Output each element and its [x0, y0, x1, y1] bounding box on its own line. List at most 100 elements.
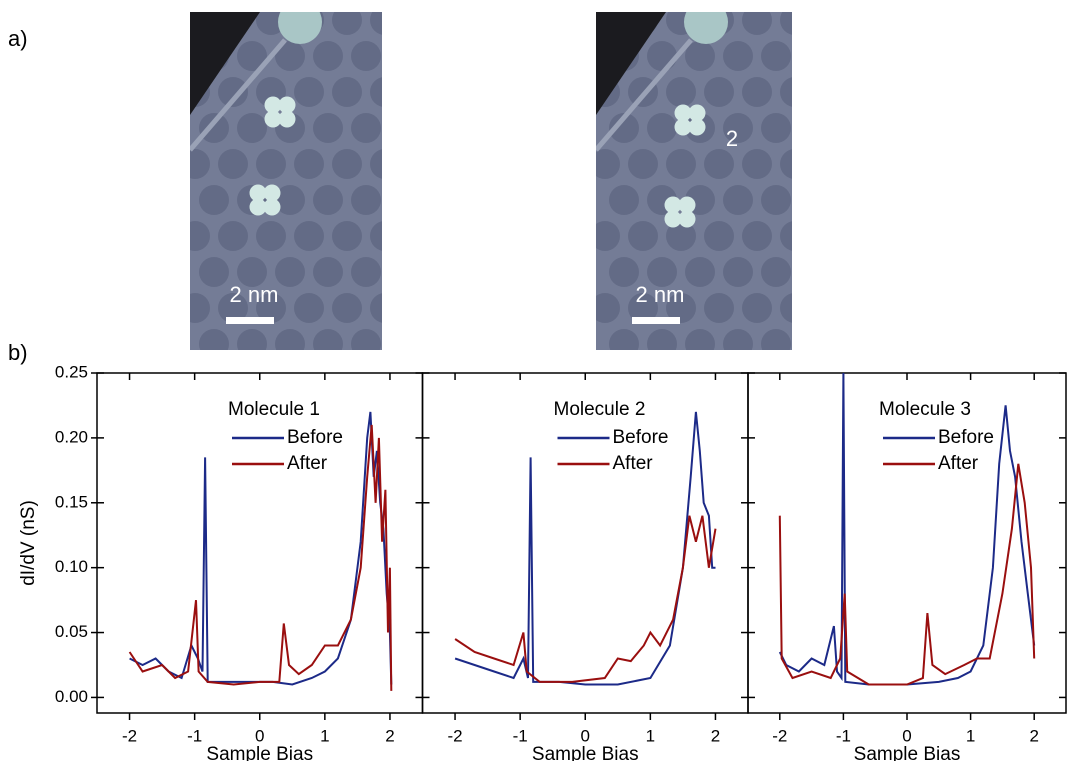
molecule: [678, 196, 696, 214]
molecule-label: 2: [726, 126, 738, 151]
surface-dimple: [370, 293, 382, 323]
legend-label: Before: [938, 427, 994, 448]
molecule: [882, 85, 898, 101]
surface-dimple: [799, 113, 829, 143]
surface-dimple: [332, 293, 362, 323]
molecule: [830, 293, 854, 317]
legend-label: Before: [613, 427, 669, 448]
legend-label: After: [938, 453, 979, 474]
surface-dimple: [294, 77, 324, 107]
surface-dimple: [218, 77, 248, 107]
x-tick-label: 1: [320, 726, 329, 745]
surface-dimple: [370, 12, 382, 35]
surface-dimple: [351, 113, 381, 143]
surface-dimple: [818, 149, 848, 179]
molecule: [834, 286, 850, 302]
surface-dimple: [427, 41, 457, 71]
molecule: [842, 305, 858, 321]
surface-dimple: [275, 41, 305, 71]
molecule: [878, 70, 902, 94]
surface-dimple: [628, 293, 658, 323]
surface-dimple: [666, 221, 696, 251]
x-tick-label: -1: [187, 726, 202, 745]
molecule: [278, 96, 296, 114]
panel-label: b): [8, 340, 28, 365]
surface-dimple: [199, 257, 229, 287]
molecule: [871, 74, 887, 90]
x-tick-label: -1: [513, 726, 528, 745]
surface-dimple: [427, 257, 457, 287]
surface-dimple: [609, 257, 639, 287]
surface-dimple: [389, 257, 419, 287]
surface-dimple: [628, 221, 658, 251]
surface-dimple: [275, 185, 305, 215]
surface-dimple: [685, 257, 715, 287]
legend-label: After: [613, 453, 654, 474]
surface-dimple: [666, 149, 696, 179]
molecule: [469, 47, 486, 64]
surface-dimple: [609, 329, 639, 350]
surface-dimple: [780, 77, 792, 107]
surface-dimple: [256, 221, 286, 251]
y-tick-label: 0.05: [55, 622, 88, 641]
molecule: [842, 289, 858, 305]
surface-dimple: [351, 185, 381, 215]
molecule: [488, 65, 505, 82]
surface-dimple: [685, 41, 715, 71]
x-tick-label: 2: [385, 726, 394, 745]
surface-dimple: [294, 221, 324, 251]
legend-label: After: [287, 453, 328, 474]
surface-dimple: [370, 77, 382, 107]
molecule: [474, 61, 491, 78]
plot-frame: [747, 372, 1067, 714]
surface-dimple: [237, 329, 267, 350]
surface-dimple: [799, 41, 829, 71]
surface-dimple: [647, 329, 677, 350]
surface-dimple: [427, 113, 457, 143]
molecule: [249, 198, 267, 216]
surface-dimple: [666, 77, 696, 107]
surface-dimple: [742, 149, 772, 179]
surface-dimple: [218, 149, 248, 179]
surface-dimple: [780, 149, 792, 179]
surface-dimple: [294, 149, 324, 179]
surface-dimple: [723, 329, 753, 350]
surface-dimple: [596, 293, 620, 323]
molecule: [874, 82, 890, 98]
surface-dimple: [818, 293, 848, 323]
surface-dimple: [780, 221, 792, 251]
surface-dimple: [427, 329, 457, 359]
surface-dimple: [818, 221, 848, 251]
surface-dimple: [799, 257, 829, 287]
legend-title: Molecule 3: [879, 399, 971, 420]
surface-dimple: [237, 257, 267, 287]
surface-dimple: [370, 221, 382, 251]
surface-dimple: [313, 113, 343, 143]
spectrum-line: [778, 463, 1036, 686]
surface-dimple: [427, 185, 457, 215]
molecule: [874, 66, 890, 82]
surface-dimple: [742, 77, 772, 107]
molecule: [263, 184, 281, 202]
y-tick-label: 0.00: [55, 687, 88, 706]
y-axis-label: dI/dV (nS): [18, 500, 39, 586]
surface-dimple: [351, 257, 381, 287]
surface-dimple: [742, 221, 772, 251]
surface-dimple: [704, 221, 734, 251]
x-tick-label: -2: [447, 726, 462, 745]
molecule: [278, 110, 296, 128]
surface-dimple: [389, 113, 419, 143]
surface-dimple: [723, 185, 753, 215]
surface-dimple: [723, 41, 753, 71]
surface-dimple: [256, 293, 286, 323]
surface-dimple: [332, 12, 362, 35]
adsorbate: [278, 12, 322, 44]
surface-dimple: [647, 41, 677, 71]
x-tick-label: 2: [1029, 726, 1038, 745]
surface-dimple: [761, 185, 791, 215]
surface-dimple: [799, 329, 829, 359]
scale-bar-label: 2 nm: [636, 282, 685, 307]
surface-dimple: [190, 293, 210, 323]
plot-frame: [421, 372, 749, 714]
